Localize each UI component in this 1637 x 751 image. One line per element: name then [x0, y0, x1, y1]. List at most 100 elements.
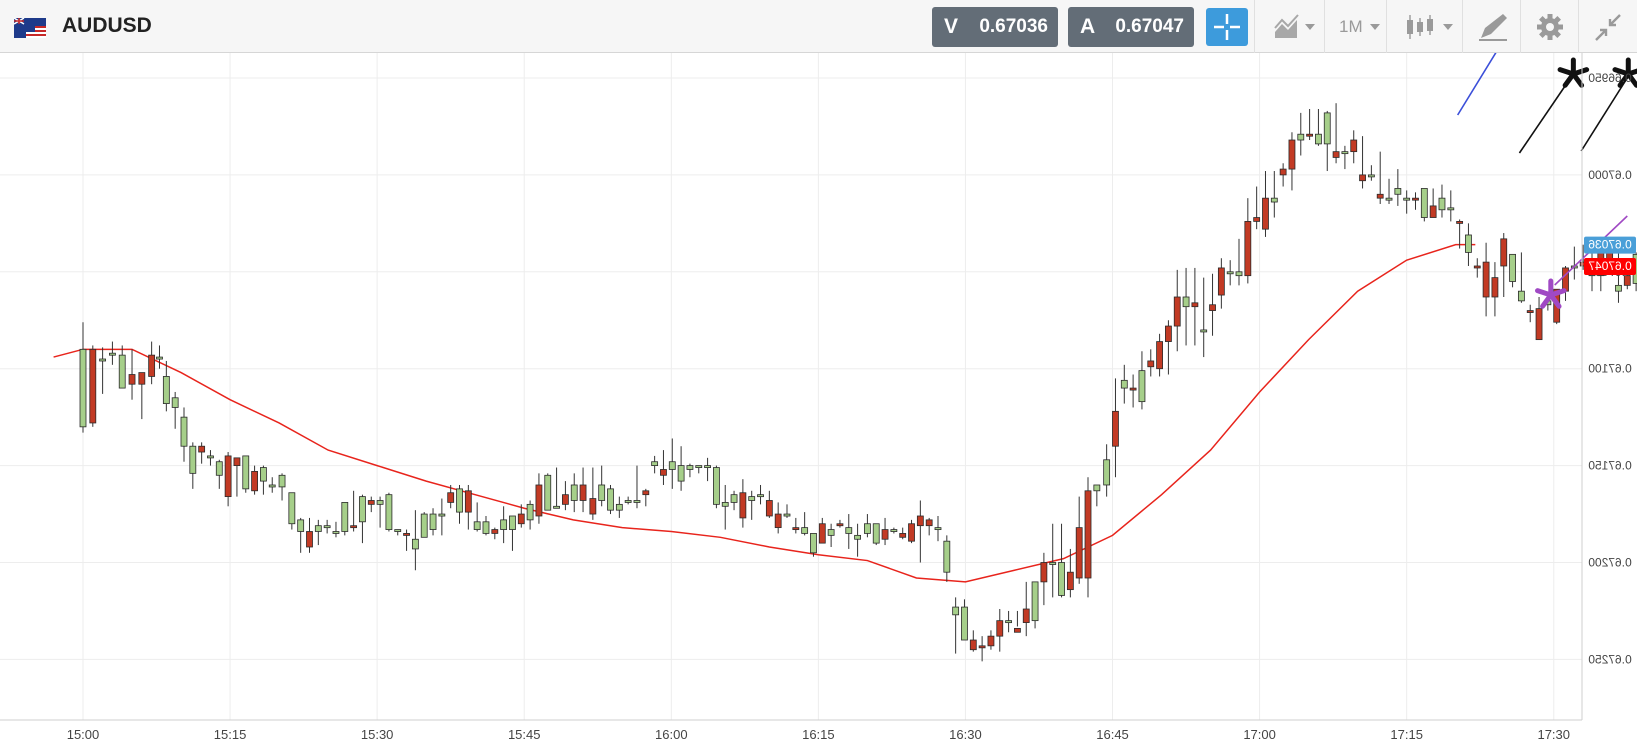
ask-label: A	[1080, 15, 1096, 38]
chevron-down-icon	[1305, 24, 1315, 30]
candle-body	[562, 494, 569, 505]
timeframe-button[interactable]: 1M	[1324, 0, 1386, 53]
candle	[242, 455, 250, 493]
candle	[836, 519, 844, 528]
candle-body	[1394, 188, 1402, 195]
crosshair-icon	[1214, 14, 1240, 40]
candle	[651, 455, 659, 474]
candle-body	[1341, 151, 1349, 155]
candle	[695, 465, 703, 474]
candle	[89, 345, 97, 427]
candle-body	[438, 513, 446, 517]
bid-price-box[interactable]: V 0.67036	[932, 7, 1058, 47]
candle	[1182, 267, 1190, 346]
candle-body	[864, 523, 871, 534]
candle	[1217, 258, 1225, 309]
area-chart-icon	[1274, 14, 1299, 38]
candle-body	[156, 356, 163, 360]
candle-body	[1376, 193, 1384, 199]
drawing-tools-button[interactable]	[1462, 0, 1520, 53]
candle	[783, 504, 791, 518]
candle	[376, 496, 384, 528]
candle-body	[464, 490, 472, 513]
x-tick-label: 15:00	[67, 727, 100, 742]
candle-body	[695, 465, 703, 469]
price-tag-label: 0.67047	[1588, 259, 1632, 273]
collapse-button[interactable]	[1578, 0, 1637, 53]
x-tick-label: 16:45	[1096, 727, 1129, 742]
ask-price-box[interactable]: A 0.67047	[1068, 7, 1194, 47]
candle	[189, 442, 197, 489]
candle-body	[180, 416, 188, 447]
candle-body	[792, 527, 800, 531]
candle-style-button[interactable]	[1386, 0, 1462, 53]
candle-body	[1465, 234, 1472, 253]
candle	[429, 508, 437, 536]
candle	[1165, 320, 1172, 375]
candle	[757, 484, 764, 505]
candle-body	[818, 523, 826, 544]
price-tag-label: 0.67036	[1588, 238, 1632, 252]
candle-body	[845, 527, 853, 534]
candle-body	[943, 540, 951, 573]
candle	[138, 372, 146, 420]
chart-type-button[interactable]	[1254, 0, 1324, 53]
candles-layer	[79, 103, 1637, 662]
candle-body	[1526, 310, 1534, 313]
candle	[908, 519, 915, 544]
chevron-down-icon	[1443, 24, 1453, 30]
candle	[1120, 364, 1128, 404]
toolbar: AUDUSD V 0.67036 A 0.67047 1M	[0, 0, 1637, 53]
candle-body	[783, 513, 791, 517]
candle-body	[1447, 207, 1455, 211]
candle-body	[162, 376, 170, 404]
candle	[517, 504, 525, 528]
candle-body	[1412, 197, 1419, 201]
candle-body	[624, 500, 632, 503]
candle-body	[482, 521, 490, 534]
candle	[660, 450, 667, 485]
candle	[1306, 109, 1314, 141]
candle	[341, 502, 349, 536]
crosshair-button[interactable]	[1206, 8, 1248, 46]
candle	[1297, 112, 1305, 156]
candle-body	[1623, 275, 1631, 286]
candle-body	[1615, 284, 1622, 292]
candle	[1014, 610, 1021, 633]
chart-area[interactable]: 15:00 15:15 15:30 15:45 16:00 16:15 16:30 16:45…	[0, 53, 1637, 751]
candle	[464, 484, 472, 530]
candle	[1112, 378, 1119, 478]
candle-body	[544, 474, 552, 511]
candle	[774, 502, 782, 534]
price-chart[interactable]: 15:00 15:15 15:30 15:45 16:00 16:15 16:30 16:45…	[0, 53, 1637, 751]
candle	[128, 349, 136, 400]
x-tick-label: 15:30	[361, 727, 394, 742]
candle	[1191, 267, 1199, 346]
candle	[1385, 178, 1393, 204]
candle-body	[713, 467, 720, 505]
asterisk-marker-purple	[1534, 278, 1567, 309]
candle	[323, 519, 331, 534]
candle-body	[1385, 197, 1393, 201]
candle	[233, 457, 241, 497]
candle	[1075, 496, 1083, 584]
candle-body	[233, 457, 241, 466]
candle	[79, 322, 87, 433]
candle-body	[189, 445, 197, 474]
candle	[535, 473, 543, 524]
candle	[1473, 258, 1481, 278]
annotation-arrow	[1518, 80, 1570, 154]
y-tick-label: 0.67000	[1588, 168, 1632, 182]
price-tag	[1584, 257, 1636, 275]
candle	[268, 477, 276, 493]
candle-body	[925, 519, 933, 527]
candle	[260, 465, 267, 495]
candle	[198, 442, 206, 464]
candle-body	[1191, 302, 1199, 308]
candle-body	[1120, 379, 1128, 389]
candle-body	[969, 639, 977, 651]
candle	[864, 514, 871, 538]
settings-button[interactable]	[1520, 0, 1578, 53]
candle-body	[1200, 329, 1208, 333]
candle	[473, 502, 481, 532]
